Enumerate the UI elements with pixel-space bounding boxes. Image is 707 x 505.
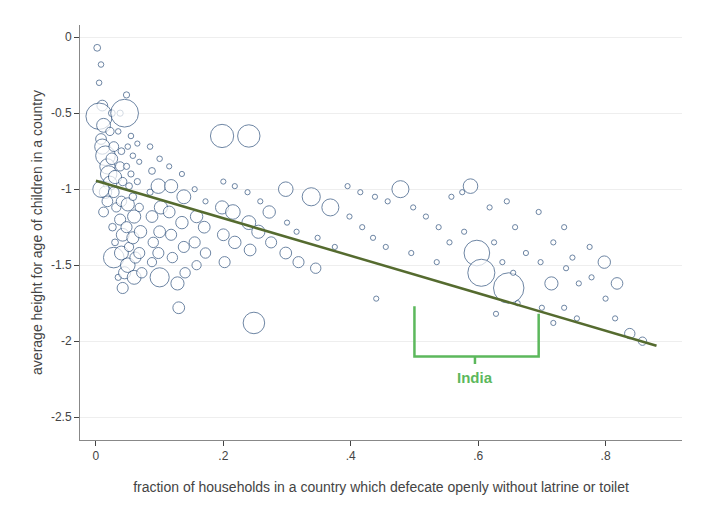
svg-text:average height for age of chil: average height for age of children in a … (29, 90, 45, 375)
svg-text:-1: -1 (61, 182, 72, 196)
svg-text:-0.5: -0.5 (51, 106, 72, 120)
svg-text:.2: .2 (218, 449, 228, 463)
svg-text:0: 0 (65, 30, 72, 44)
svg-text:-2: -2 (61, 334, 72, 348)
svg-text:.4: .4 (346, 449, 356, 463)
svg-text:-2.5: -2.5 (51, 410, 72, 424)
svg-text:.8: .8 (601, 449, 611, 463)
svg-text:fraction of households in a co: fraction of households in a country whic… (133, 479, 629, 495)
svg-text:-1.5: -1.5 (51, 258, 72, 272)
svg-text:India: India (457, 369, 493, 386)
svg-text:0: 0 (93, 449, 100, 463)
svg-text:.6: .6 (473, 449, 483, 463)
